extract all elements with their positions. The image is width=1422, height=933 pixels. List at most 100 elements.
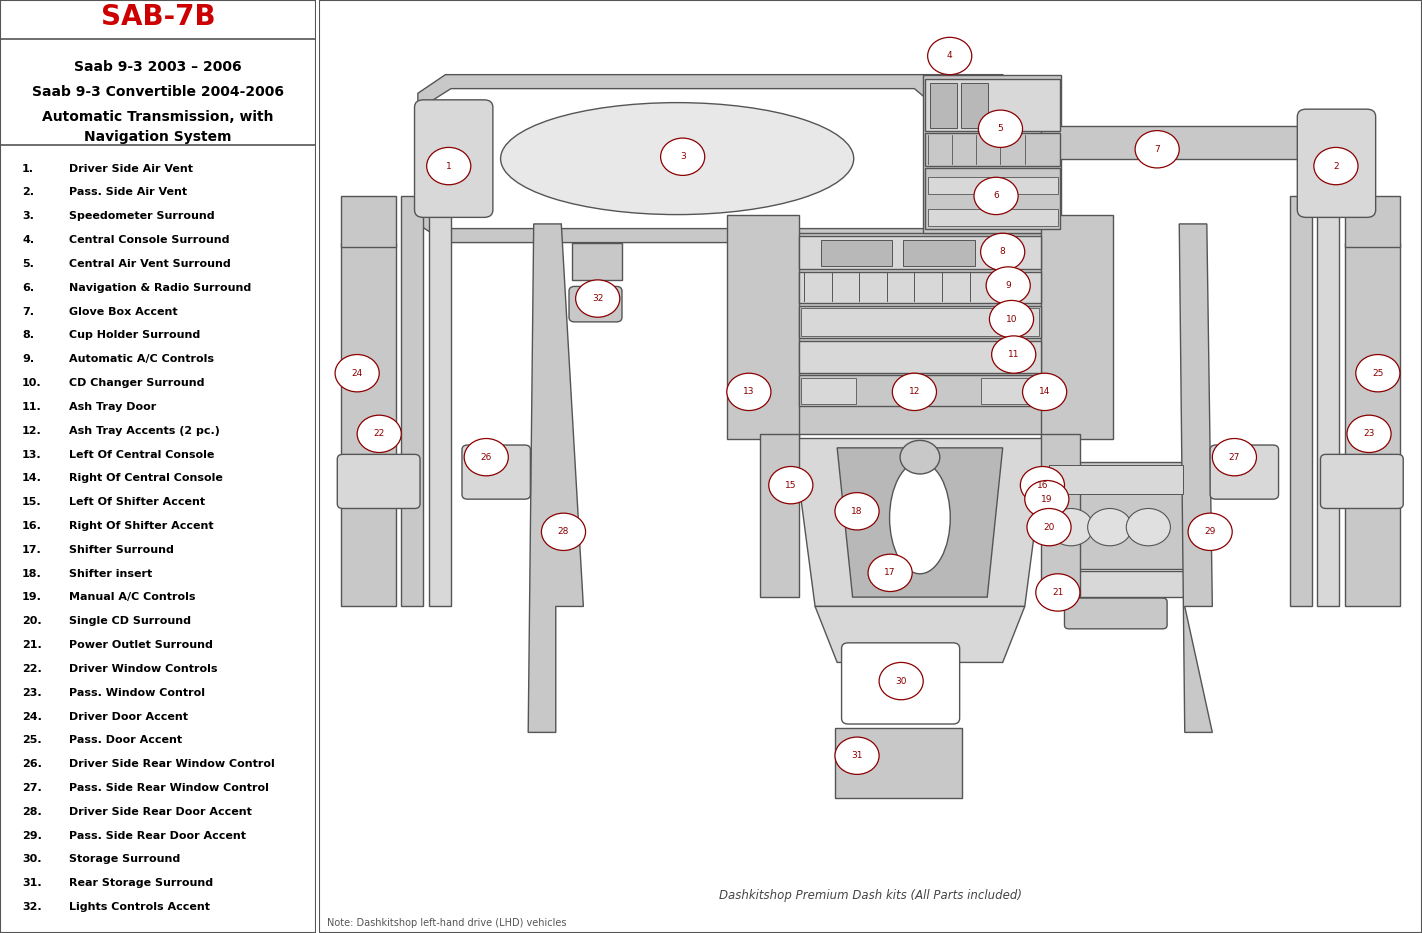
Bar	[1345, 196, 1399, 247]
Circle shape	[893, 373, 937, 411]
Text: 15.: 15.	[23, 497, 41, 508]
Polygon shape	[793, 439, 1047, 606]
Ellipse shape	[501, 103, 853, 215]
Bar	[927, 209, 1058, 226]
Text: 21.: 21.	[23, 640, 41, 650]
Text: Driver Window Controls: Driver Window Controls	[70, 664, 218, 674]
Bar	[1047, 462, 1185, 569]
Text: Note: Dashkitshop left-hand drive (LHD) vehicles: Note: Dashkitshop left-hand drive (LHD) …	[327, 918, 566, 928]
Text: 17: 17	[884, 568, 896, 578]
Text: 30: 30	[896, 676, 907, 686]
Text: 17.: 17.	[23, 545, 41, 555]
Bar	[835, 728, 961, 798]
Polygon shape	[838, 448, 1003, 597]
Text: Glove Box Accent: Glove Box Accent	[70, 307, 178, 316]
Circle shape	[978, 110, 1022, 147]
Circle shape	[879, 662, 923, 700]
Bar	[341, 243, 395, 606]
Text: 7: 7	[1155, 145, 1160, 154]
Text: Single CD Surround: Single CD Surround	[70, 617, 192, 626]
Text: 1: 1	[447, 161, 452, 171]
Bar	[801, 378, 856, 404]
Text: 2: 2	[1332, 161, 1338, 171]
Bar	[799, 341, 1041, 373]
Text: 11.: 11.	[23, 402, 41, 411]
Bar	[401, 196, 424, 606]
Text: Pass. Side Rear Window Control: Pass. Side Rear Window Control	[70, 783, 269, 793]
Text: 10.: 10.	[23, 378, 41, 388]
Text: Ash Tray Door: Ash Tray Door	[70, 402, 156, 411]
Text: 2.: 2.	[23, 188, 34, 198]
Text: 30.: 30.	[23, 855, 41, 865]
Text: Saab 9-3 2003 – 2006: Saab 9-3 2003 – 2006	[74, 60, 242, 75]
FancyBboxPatch shape	[1321, 454, 1404, 508]
Bar	[801, 308, 1039, 336]
Circle shape	[1049, 508, 1094, 546]
Bar	[1041, 215, 1113, 439]
Bar	[903, 240, 975, 266]
Text: Dashkitshop Premium Dash kits (All Parts included): Dashkitshop Premium Dash kits (All Parts…	[718, 889, 1022, 902]
Circle shape	[990, 300, 1034, 338]
Bar	[1047, 571, 1185, 597]
Circle shape	[1088, 508, 1132, 546]
Circle shape	[1025, 480, 1069, 518]
Text: 12.: 12.	[23, 425, 41, 436]
Bar	[727, 215, 799, 439]
Circle shape	[357, 415, 401, 453]
Bar	[793, 233, 1047, 434]
Text: 3.: 3.	[23, 211, 34, 221]
Circle shape	[974, 177, 1018, 215]
Text: 23.: 23.	[23, 688, 41, 698]
Circle shape	[661, 138, 705, 175]
Circle shape	[336, 355, 380, 392]
Circle shape	[1027, 508, 1071, 546]
Text: SAB-7B: SAB-7B	[101, 3, 215, 31]
Circle shape	[835, 737, 879, 774]
Bar	[1345, 243, 1399, 606]
Text: 27: 27	[1229, 453, 1240, 462]
Circle shape	[769, 466, 813, 504]
FancyBboxPatch shape	[842, 643, 960, 724]
Text: Pass. Door Accent: Pass. Door Accent	[70, 735, 182, 745]
Circle shape	[1314, 147, 1358, 185]
Ellipse shape	[890, 462, 950, 574]
Bar	[799, 236, 1041, 269]
Text: 20.: 20.	[23, 617, 41, 626]
Polygon shape	[429, 89, 931, 229]
Text: 20: 20	[1044, 522, 1055, 532]
Bar	[926, 168, 1059, 229]
Text: 6.: 6.	[23, 283, 34, 293]
Circle shape	[1022, 373, 1066, 411]
Text: 4: 4	[947, 51, 953, 61]
Text: 24: 24	[351, 369, 363, 378]
Text: Driver Side Air Vent: Driver Side Air Vent	[70, 163, 193, 174]
Bar	[927, 177, 1058, 194]
Text: Right Of Shifter Accent: Right Of Shifter Accent	[70, 521, 215, 531]
Text: Right Of Central Console: Right Of Central Console	[70, 473, 223, 483]
Text: Manual A/C Controls: Manual A/C Controls	[70, 592, 196, 603]
Text: 16: 16	[1037, 480, 1048, 490]
Circle shape	[991, 336, 1035, 373]
Text: CD Changer Surround: CD Changer Surround	[70, 378, 205, 388]
Bar	[799, 272, 1041, 303]
Polygon shape	[1179, 224, 1213, 732]
Polygon shape	[528, 224, 583, 732]
Bar	[341, 196, 395, 247]
Text: 22: 22	[374, 429, 385, 439]
FancyBboxPatch shape	[415, 100, 493, 217]
FancyBboxPatch shape	[337, 454, 419, 508]
Text: 13.: 13.	[23, 450, 41, 459]
Text: 32: 32	[592, 294, 603, 303]
Bar	[759, 434, 799, 597]
Text: Rear Storage Surround: Rear Storage Surround	[70, 878, 213, 888]
FancyBboxPatch shape	[1210, 445, 1278, 499]
Bar	[1041, 126, 1301, 159]
FancyBboxPatch shape	[1065, 598, 1167, 629]
Text: 14.: 14.	[23, 473, 43, 483]
Circle shape	[1035, 574, 1079, 611]
Text: Ash Tray Accents (2 pc.): Ash Tray Accents (2 pc.)	[70, 425, 220, 436]
Text: 28: 28	[557, 527, 569, 536]
Text: 31: 31	[852, 751, 863, 760]
Bar	[799, 306, 1041, 338]
Text: Driver Door Accent: Driver Door Accent	[70, 712, 189, 721]
